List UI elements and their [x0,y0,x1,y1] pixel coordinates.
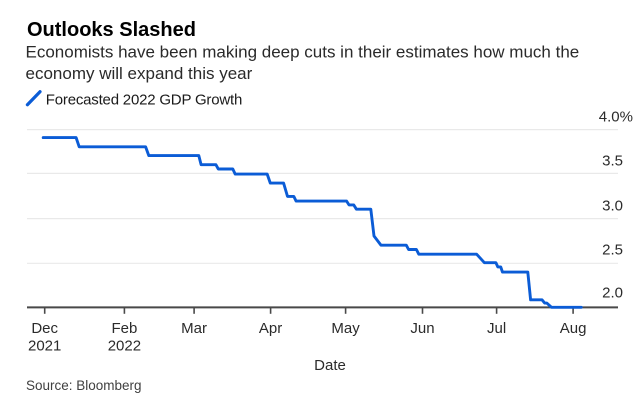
svg-text:2022: 2022 [108,338,141,355]
svg-text:economy will expand this year: economy will expand this year [26,64,253,83]
svg-text:2021: 2021 [28,338,61,355]
svg-text:Apr: Apr [259,320,282,337]
svg-text:2.5: 2.5 [602,241,623,258]
svg-text:May: May [331,320,360,337]
svg-text:Aug: Aug [560,320,587,337]
svg-text:Date: Date [314,357,346,374]
svg-text:Dec: Dec [31,320,58,337]
svg-text:Outlooks Slashed: Outlooks Slashed [27,19,196,41]
svg-text:Jul: Jul [487,320,506,337]
svg-text:Feb: Feb [111,320,137,337]
svg-text:Jun: Jun [410,320,434,337]
svg-text:Mar: Mar [181,320,207,337]
svg-text:4.0%: 4.0% [599,109,633,126]
svg-text:Forecasted 2022 GDP Growth: Forecasted 2022 GDP Growth [46,92,242,109]
svg-text:Source: Bloomberg: Source: Bloomberg [26,378,142,393]
svg-text:3.5: 3.5 [602,153,623,170]
svg-text:Economists have been making de: Economists have been making deep cuts in… [26,42,580,61]
svg-text:3.0: 3.0 [602,197,623,214]
svg-text:2.0: 2.0 [602,285,623,302]
